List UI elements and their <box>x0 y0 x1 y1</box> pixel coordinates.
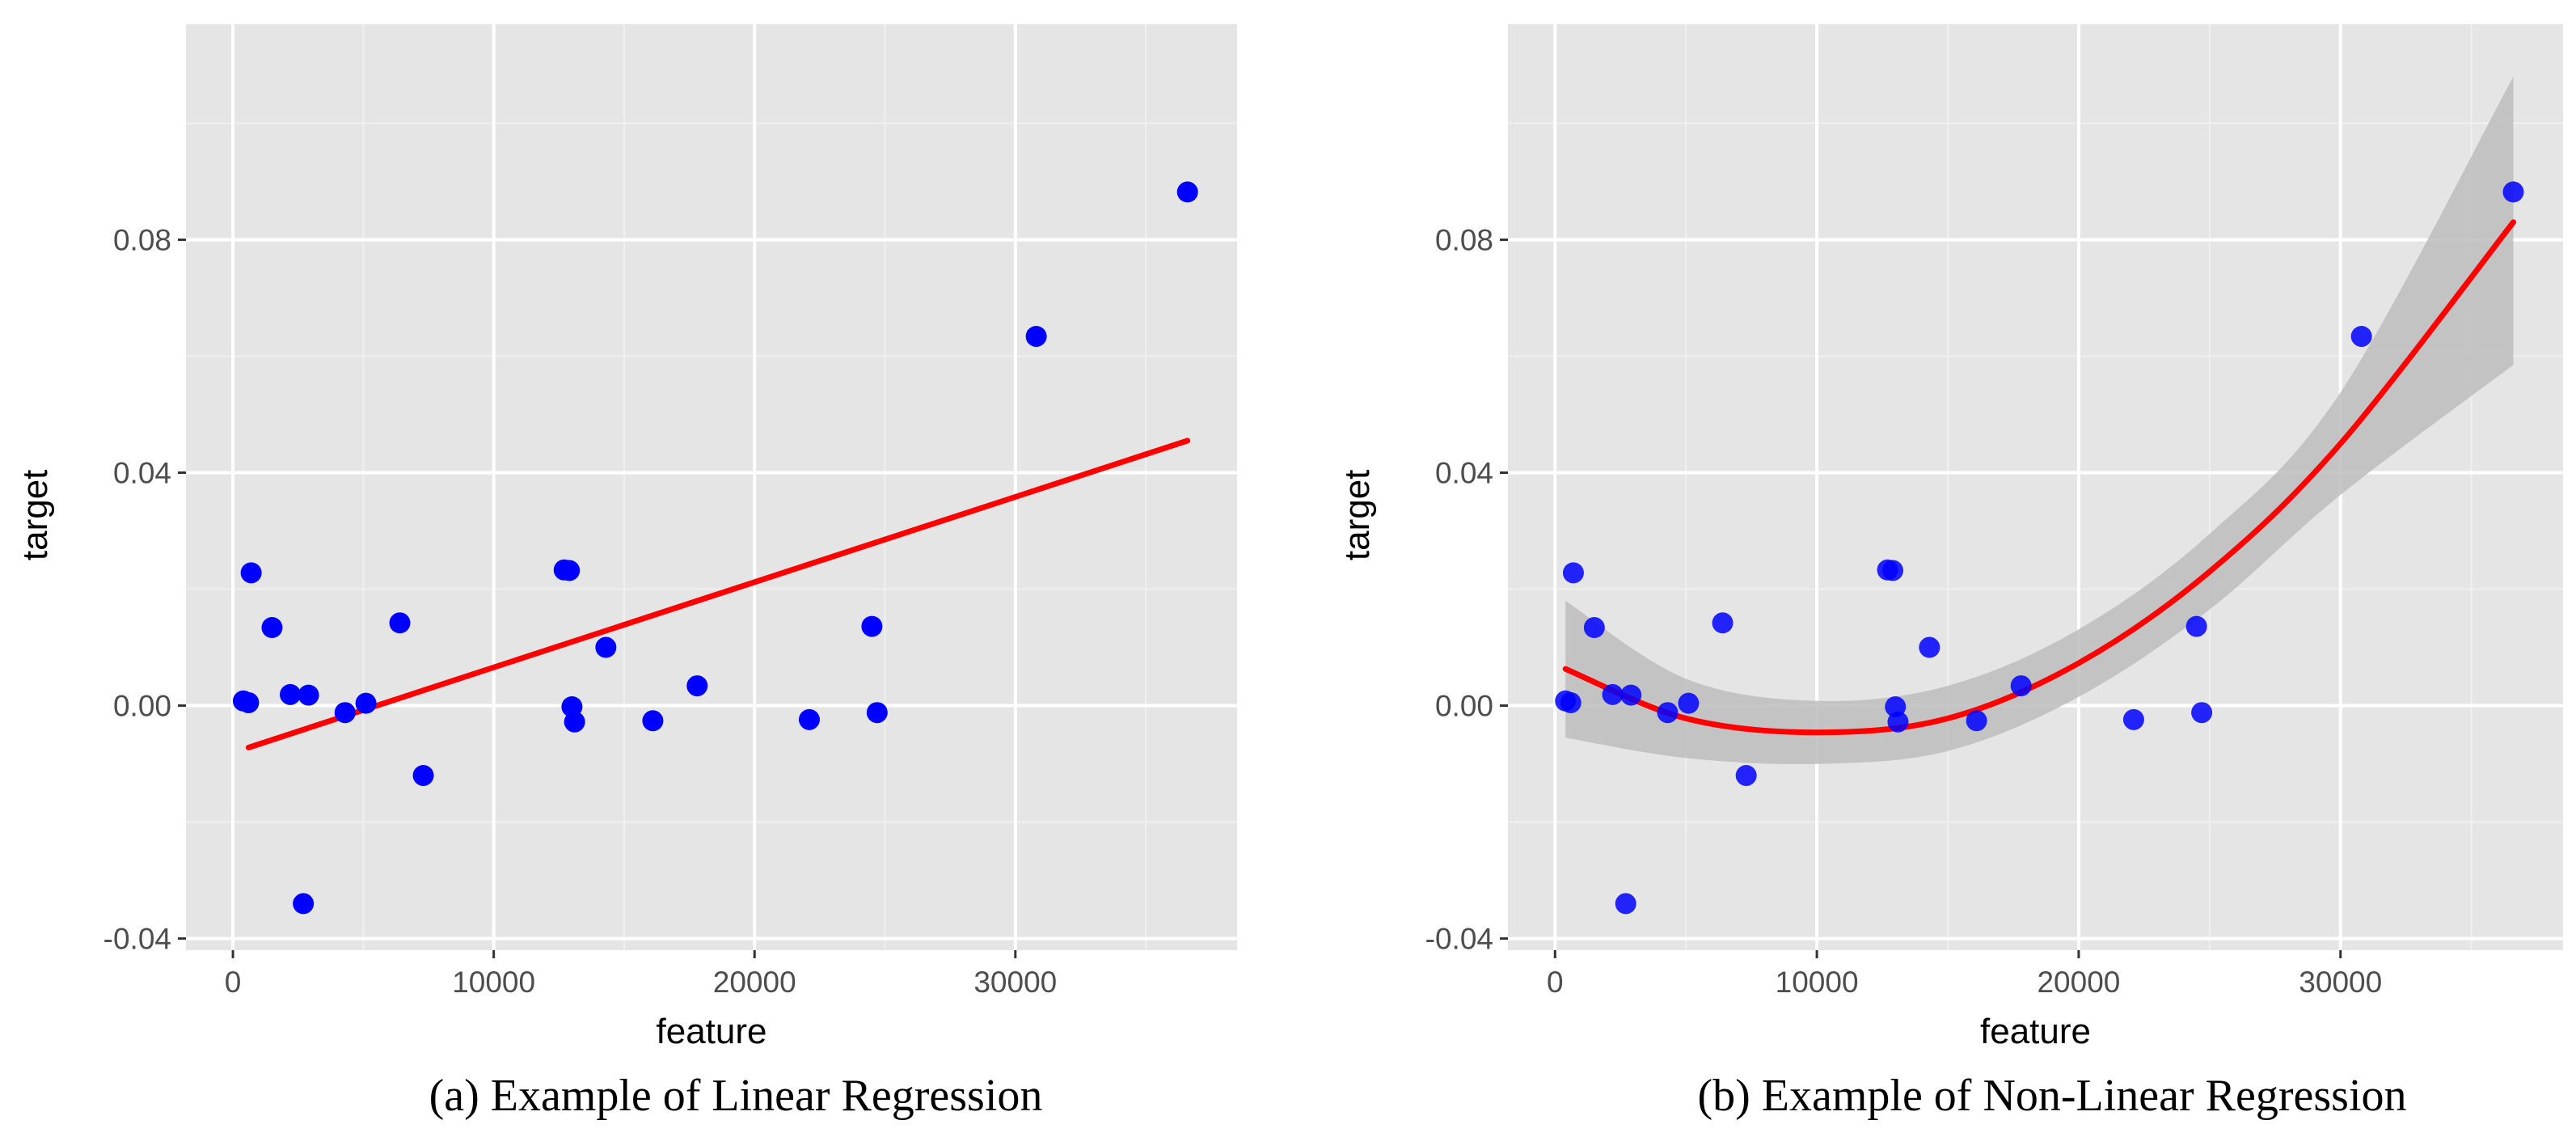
data-point <box>1882 560 1904 581</box>
x-tick-label: 0 <box>1547 966 1564 999</box>
data-point <box>2502 181 2524 203</box>
y-tick-label: 0.08 <box>1435 223 1493 256</box>
panel-caption: (a) Example of Linear Regression <box>429 1071 1043 1121</box>
data-point <box>1657 702 1679 724</box>
y-tick-label: 0.00 <box>113 690 171 723</box>
data-point <box>595 636 617 658</box>
data-point <box>2010 675 2032 697</box>
axis-ticks <box>1500 238 2342 958</box>
data-point <box>1678 692 1700 714</box>
x-axis-title: feature <box>657 1012 767 1051</box>
x-tick-label: 10000 <box>1776 966 1859 999</box>
quadratic-fit-line <box>1562 219 2516 736</box>
data-point <box>261 617 283 639</box>
data-point <box>2185 615 2207 637</box>
data-point <box>355 692 377 714</box>
y-tick-label: 0.04 <box>1435 456 1493 489</box>
data-point <box>2350 325 2372 347</box>
x-tick-label: 30000 <box>2299 966 2382 999</box>
data-point <box>293 893 315 915</box>
x-tick-label: 0 <box>225 966 242 999</box>
x-tick-label: 10000 <box>452 966 535 999</box>
x-tick-label: 20000 <box>2037 966 2120 999</box>
major-gridlines <box>186 24 1237 950</box>
y-tick-label: -0.04 <box>1425 923 1493 956</box>
data-point <box>564 711 585 733</box>
data-point <box>412 764 434 786</box>
data-point <box>861 615 883 637</box>
y-tick-label: 0.00 <box>1435 690 1493 723</box>
data-point <box>240 562 262 584</box>
data-point <box>1735 764 1757 786</box>
data-point <box>1560 691 1581 713</box>
data-point <box>866 702 888 724</box>
data-point <box>1562 562 1584 584</box>
data-point <box>559 560 581 581</box>
plot-area-background <box>1508 24 2563 950</box>
data-point <box>280 683 302 705</box>
data-points <box>232 181 1198 915</box>
panel-caption: (b) Example of Non-Linear Regression <box>1697 1071 2406 1121</box>
confidence-band-layer <box>1565 76 2514 764</box>
panel-linear-regression: 0 10000 20000 30000 -0.04 0.00 0.04 0.08 featur… <box>15 24 1237 1121</box>
y-axis-title: target <box>1337 470 1377 561</box>
data-point <box>238 691 260 713</box>
y-axis-title: target <box>15 470 55 561</box>
data-point <box>334 702 356 724</box>
data-point <box>389 612 411 634</box>
data-point <box>1583 617 1605 639</box>
data-point <box>1919 636 1940 658</box>
x-tick-label: 30000 <box>973 966 1057 999</box>
y-tick-label: 0.08 <box>113 223 171 256</box>
x-axis-title: feature <box>1980 1012 2091 1051</box>
tick-labels: 0 10000 20000 30000 -0.04 0.00 0.04 0.08 <box>1425 223 2383 999</box>
data-point <box>1615 893 1636 915</box>
fit-line-layer <box>1562 219 2516 736</box>
confidence-band <box>1565 76 2514 764</box>
data-point <box>298 684 319 706</box>
data-point <box>2191 702 2213 724</box>
data-point <box>1887 711 1909 733</box>
data-point <box>1966 710 1987 732</box>
y-tick-label: -0.04 <box>103 923 171 956</box>
data-point <box>642 710 664 732</box>
plot-area-background <box>186 24 1237 950</box>
axis-ticks <box>178 238 1017 958</box>
minor-gridlines <box>186 24 1237 950</box>
data-points <box>1555 181 2524 915</box>
data-point <box>1602 683 1624 705</box>
data-point <box>2122 708 2144 730</box>
data-point <box>1620 684 1642 706</box>
data-point <box>1712 612 1734 634</box>
data-point <box>686 675 708 697</box>
panel-non-linear-regression: 0 10000 20000 30000 -0.04 0.00 0.04 0.08 featur… <box>1337 24 2563 1121</box>
data-point <box>1025 325 1047 347</box>
y-tick-label: 0.04 <box>113 456 171 489</box>
tick-labels: 0 10000 20000 30000 -0.04 0.00 0.04 0.08 <box>103 223 1058 999</box>
data-point <box>798 708 820 730</box>
x-tick-label: 20000 <box>713 966 796 999</box>
data-point <box>1176 181 1198 203</box>
